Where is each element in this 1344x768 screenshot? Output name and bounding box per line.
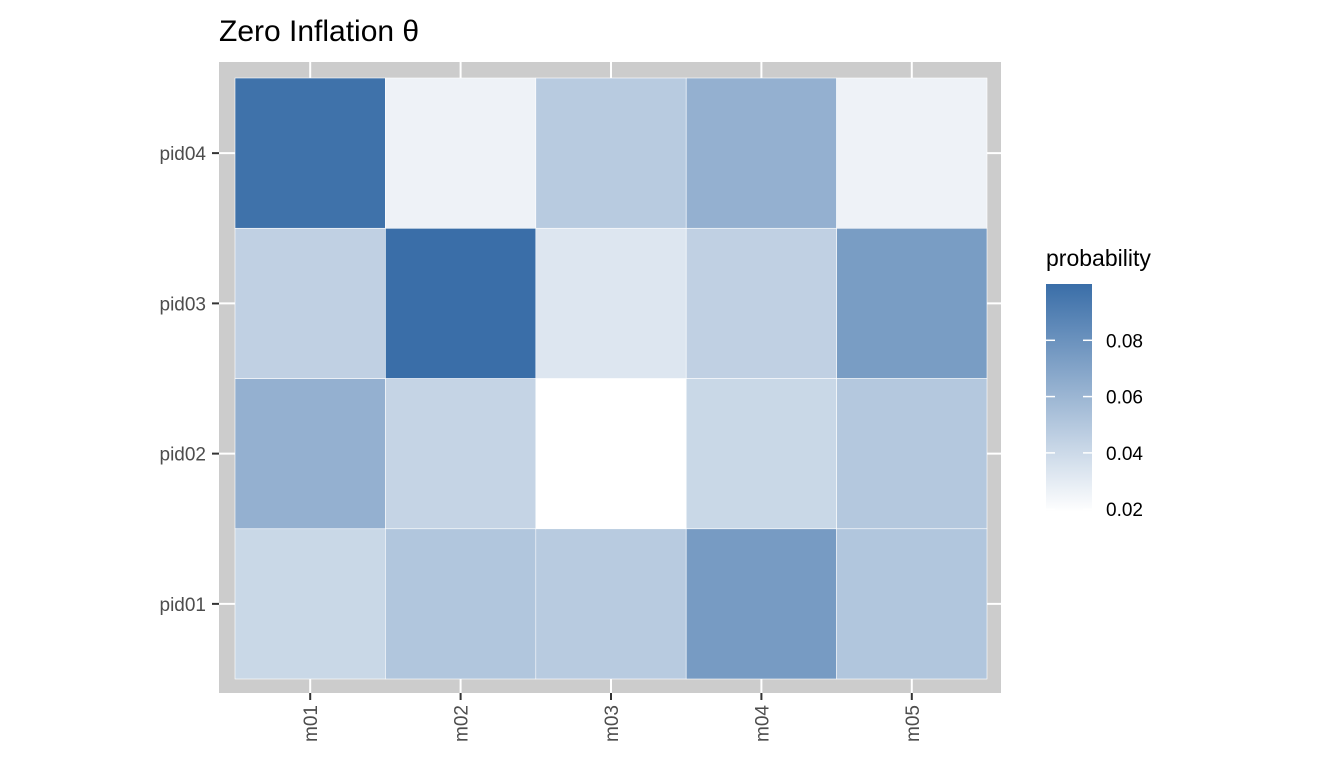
heatmap-tile (685, 378, 837, 530)
legend-colorbar (1046, 284, 1092, 512)
heatmap-tile (836, 528, 988, 680)
y-tick-label: pid01 (160, 595, 207, 616)
heatmap-tile (535, 378, 687, 530)
y-axis: pid01 pid02 pid03 pid04 (160, 144, 219, 616)
x-tick-label: m05 (903, 705, 924, 742)
legend: probability 0.02 0.04 0.06 0.08 (1046, 245, 1151, 521)
heatmap-tile (385, 227, 537, 379)
heatmap-tile (836, 77, 988, 229)
x-tick-label: m01 (301, 705, 322, 742)
legend-label: 0.02 (1106, 500, 1143, 521)
heatmap-tile (234, 528, 386, 680)
x-tick-label: m02 (452, 705, 473, 742)
heatmap-tile (836, 378, 988, 530)
x-axis: m01 m02 m03 m04 m05 (301, 693, 924, 742)
x-tick-label: m03 (602, 705, 623, 742)
legend-label: 0.04 (1106, 444, 1143, 465)
heatmap-tiles (234, 77, 988, 680)
heatmap-tile (234, 77, 386, 229)
legend-label: 0.06 (1106, 388, 1143, 409)
chart-title: Zero Inflation θ (219, 15, 419, 48)
heatmap-tile (685, 528, 837, 680)
heatmap-tile (535, 528, 687, 680)
heatmap-tile (836, 227, 988, 379)
legend-title: probability (1046, 245, 1151, 271)
y-tick-label: pid04 (160, 144, 207, 165)
heatmap-tile (234, 378, 386, 530)
y-tick-label: pid02 (160, 445, 207, 466)
heatmap-tile (685, 77, 837, 229)
heatmap-tile (234, 227, 386, 379)
heatmap-tile (385, 77, 537, 229)
heatmap-tile (385, 378, 537, 530)
heatmap-tile (535, 77, 687, 229)
x-tick-label: m04 (752, 705, 773, 742)
heatmap-tile (385, 528, 537, 680)
heatmap-tile (535, 227, 687, 379)
y-tick-label: pid03 (160, 294, 207, 315)
heatmap-tile (685, 227, 837, 379)
legend-label: 0.08 (1106, 331, 1143, 352)
